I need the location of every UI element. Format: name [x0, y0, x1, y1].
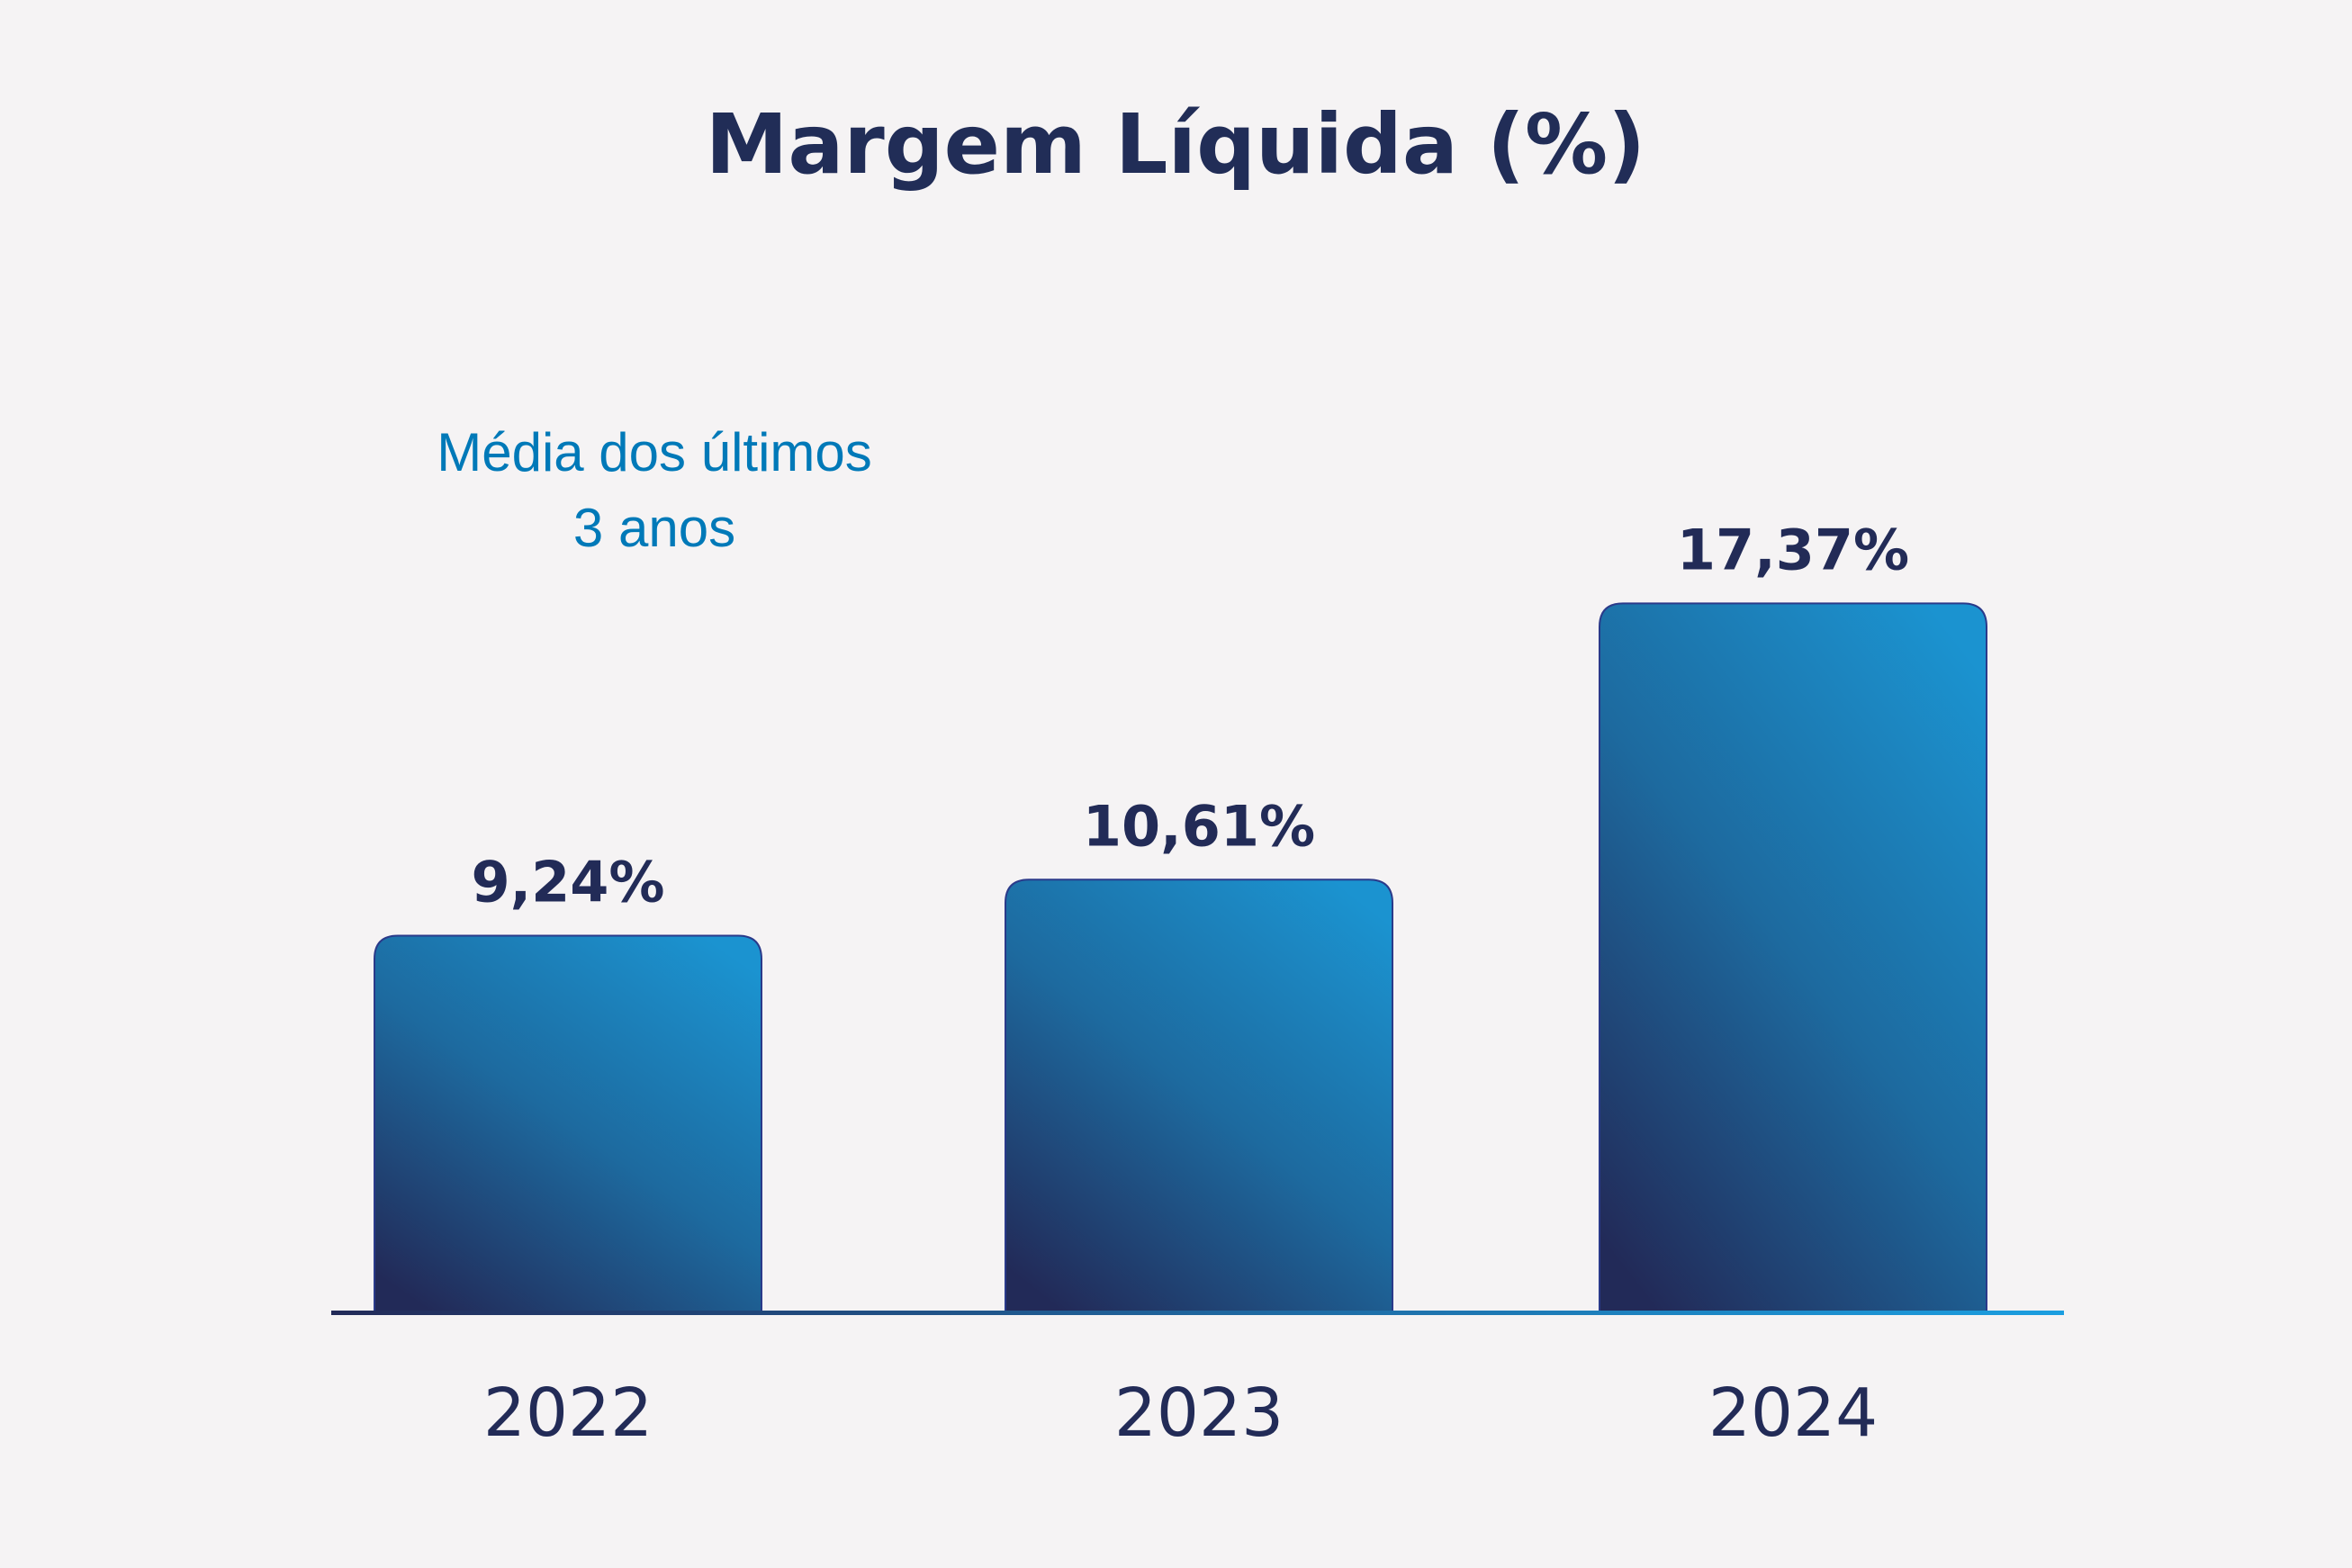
bar-2023 [1005, 879, 1393, 1314]
average-note-line-2: 3 anos [573, 498, 735, 558]
value-label: 17,37% [1677, 517, 1909, 582]
x-tick-label: 2024 [1708, 1374, 1878, 1452]
x-axis-line [331, 1311, 2064, 1315]
value-label: 10,61% [1083, 793, 1315, 859]
bar-2022 [374, 934, 762, 1314]
chart-title: Margem Líquida (%) [706, 96, 1645, 193]
x-tick-label: 2023 [1114, 1374, 1284, 1452]
average-note-line-1: Média dos últimos [437, 422, 872, 482]
x-tick-label: 2022 [483, 1374, 653, 1452]
value-label: 9,24% [471, 850, 664, 915]
bar-2024 [1599, 602, 1987, 1314]
